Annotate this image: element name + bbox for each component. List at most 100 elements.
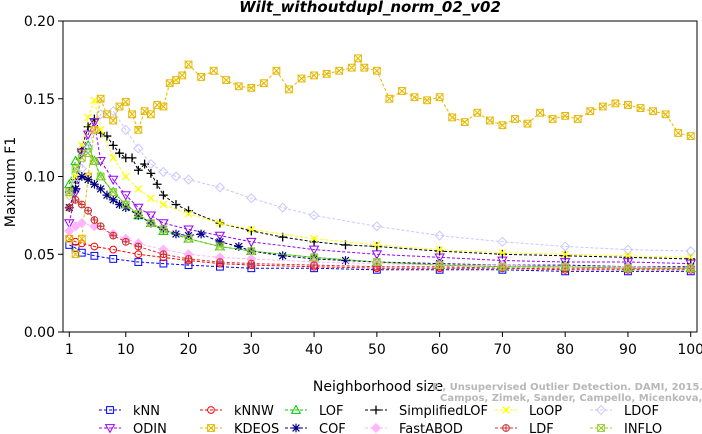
data-point-kdeos — [498, 121, 507, 130]
data-point-cof — [102, 190, 112, 200]
data-point-cof — [341, 256, 350, 265]
data-point-inflo — [498, 262, 507, 271]
data-point-cof — [96, 184, 106, 194]
data-point-inflo — [77, 153, 86, 162]
data-point-loop — [686, 253, 695, 262]
data-point-kdeos — [222, 76, 230, 84]
data-point-odin — [120, 191, 132, 201]
series-kdeos — [65, 54, 695, 259]
data-point-knnw — [109, 245, 118, 254]
data-point-kdeos — [184, 60, 193, 69]
data-point-inflo — [109, 188, 117, 196]
data-point-cof — [108, 195, 118, 205]
data-point-kdeos — [172, 76, 180, 84]
series-inflo — [65, 149, 695, 273]
data-point-kdeos — [90, 126, 99, 134]
data-point-ldof — [308, 210, 320, 221]
data-point-kdeos — [146, 110, 155, 119]
data-point-kdeos — [611, 99, 620, 108]
data-point-loop — [216, 219, 224, 228]
data-point-kdeos — [511, 115, 519, 123]
legend-label-knn: kNN — [133, 404, 160, 419]
legend-item-cof: COF — [285, 422, 346, 434]
data-point-kdeos — [523, 119, 532, 128]
data-point-loop — [247, 225, 256, 234]
data-point-inflo — [184, 234, 193, 243]
data-point-inflo — [373, 258, 381, 266]
data-point-inflo — [90, 157, 99, 165]
legend-item-knnw: kNNW — [200, 404, 274, 419]
series-line-knn — [69, 244, 691, 272]
data-point-ldf — [216, 258, 224, 266]
data-point-kdeos — [636, 104, 645, 112]
data-point-odin — [95, 157, 106, 167]
data-point-kdeos — [486, 116, 494, 125]
data-point-odin — [64, 219, 75, 229]
data-point-loop — [134, 185, 143, 193]
data-point-inflo — [65, 188, 74, 196]
data-point-loop — [96, 125, 105, 134]
data-point-kdeos — [423, 96, 431, 105]
data-point-ldof — [170, 171, 182, 182]
y-tick-label: 0.10 — [24, 170, 55, 186]
data-point-knn — [109, 255, 118, 263]
data-point-kdeos — [209, 67, 218, 75]
data-point-kdeos — [134, 126, 143, 134]
legend-marker-ldf — [502, 424, 510, 432]
legend-label-loop: LoOP — [529, 404, 562, 419]
data-point-kdeos — [78, 234, 86, 243]
data-point-kdeos — [259, 79, 268, 88]
data-point-kdeos — [372, 66, 381, 75]
data-point-inflo — [686, 264, 695, 273]
data-point-ldf — [65, 204, 73, 211]
data-point-inflo — [84, 149, 93, 158]
data-point-ldof — [560, 241, 571, 252]
data-point-kdeos — [435, 93, 444, 102]
data-point-inflo — [247, 247, 256, 256]
data-point-inflo — [96, 172, 105, 181]
data-point-inflo — [686, 264, 695, 272]
data-point-kdeos — [385, 94, 394, 103]
data-point-fastabod — [64, 225, 75, 237]
legend-label-knnw: kNNW — [234, 404, 274, 419]
data-point-kdeos — [165, 79, 174, 87]
credit-line-1: E , Unsupervised Outlier Detection. DAMI… — [432, 382, 702, 393]
data-point-kdeos — [96, 94, 105, 103]
data-point-loop — [435, 245, 444, 254]
data-point-inflo — [247, 247, 256, 255]
legend-item-loop: LoOP — [495, 404, 562, 419]
data-point-inflo — [561, 262, 569, 271]
legend-label-odin: ODIN — [133, 422, 167, 434]
data-point-kdeos — [147, 110, 155, 119]
data-point-simplifiedlof — [372, 242, 382, 251]
data-point-odin — [76, 149, 88, 159]
series-line-ldf — [68, 199, 691, 269]
data-point-kdeos — [473, 108, 482, 117]
data-point-kdeos — [511, 115, 519, 123]
series-lof — [64, 139, 696, 273]
legend-marker-cof — [291, 423, 301, 433]
data-point-ldof — [145, 158, 156, 170]
data-point-kdeos — [115, 102, 124, 111]
x-tick-label: 1 — [65, 342, 74, 358]
data-point-kdeos — [159, 102, 168, 111]
legend-label-cof: COF — [319, 422, 346, 434]
data-point-kdeos — [153, 101, 161, 109]
data-point-kdeos — [624, 101, 632, 109]
data-point-ldf — [310, 261, 318, 269]
data-point-ldof — [246, 193, 257, 204]
data-point-ldf — [247, 260, 255, 267]
data-point-kdeos — [128, 110, 136, 119]
data-point-loop — [498, 248, 507, 257]
data-point-loop — [310, 234, 318, 243]
data-point-knn — [90, 251, 99, 260]
data-point-odin — [308, 245, 320, 256]
series-line-knnw — [69, 238, 691, 271]
data-point-inflo — [498, 262, 507, 271]
data-point-ldf — [90, 216, 98, 224]
data-point-ldf — [72, 196, 79, 204]
legend-marker-ldof — [595, 404, 607, 416]
data-point-lof — [70, 155, 81, 165]
data-point-kdeos — [360, 63, 369, 72]
